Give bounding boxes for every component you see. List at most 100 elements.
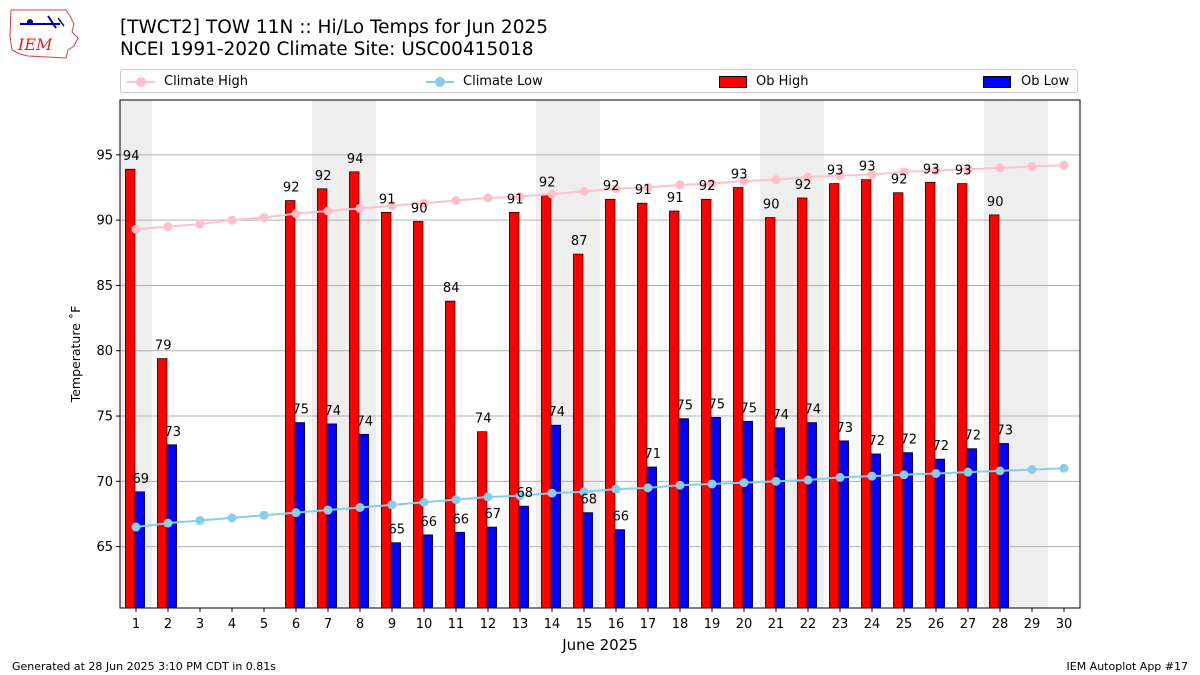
ob-high-bar-label: 92 (315, 169, 332, 184)
climate-high-line (135, 164, 1065, 231)
ob-low-bar (806, 422, 817, 609)
x-tick-label: 5 (260, 617, 268, 632)
ob-high-bar (381, 211, 392, 609)
ob-low-bar-label: 66 (453, 512, 470, 527)
climate-high-point (867, 169, 877, 179)
x-tick-label: 2 (164, 617, 172, 632)
climate-low-point (451, 495, 461, 505)
ob-low-bar-label: 68 (517, 486, 534, 501)
climate-high-point (611, 184, 621, 194)
climate-low-point (899, 470, 909, 480)
climate-high-point (195, 219, 205, 229)
ob-high-swatch (719, 76, 747, 88)
ob-high-bar (733, 187, 744, 609)
ob-high-bar (541, 194, 552, 609)
ob-high-bar (861, 179, 872, 609)
ob-low-bar-label: 72 (869, 434, 886, 449)
climate-low-point (643, 483, 653, 493)
ob-low-bar (358, 433, 369, 609)
plot-frame (119, 99, 1081, 609)
ob-high-bar-label: 84 (443, 281, 460, 296)
climate-low-point (675, 480, 685, 490)
ob-low-bar (550, 424, 561, 609)
legend-label-climate-high: Climate High (164, 74, 249, 89)
ob-low-bar-label: 72 (901, 433, 918, 448)
ob-high-bar-label: 74 (475, 412, 492, 427)
x-tick-label: 6 (292, 617, 300, 632)
climate-low-line (135, 467, 1065, 529)
ob-high-bar-label: 92 (891, 173, 908, 188)
climate-low-point (739, 478, 749, 488)
climate-high-point (995, 163, 1005, 173)
x-tick-label: 18 (672, 617, 689, 632)
climate-high-point (547, 189, 557, 199)
ob-low-bar (134, 491, 145, 609)
legend-label-ob-high: Ob High (756, 74, 809, 89)
footer-generated: Generated at 28 Jun 2025 3:10 PM CDT in … (12, 660, 277, 673)
ob-low-swatch (983, 76, 1011, 88)
ob-high-bar (637, 202, 648, 609)
ob-low-bar-label: 75 (709, 397, 726, 412)
ob-high-bar (125, 168, 136, 609)
climate-low-point (387, 500, 397, 510)
x-tick-label: 4 (228, 617, 236, 632)
climate-low-point (131, 522, 141, 532)
climate-low-point (483, 492, 493, 502)
ob-high-bar (829, 183, 840, 609)
climate-high-point (931, 166, 941, 176)
climate-low-point (419, 497, 429, 507)
x-tick-label: 11 (448, 617, 465, 632)
ob-high-bar (957, 183, 968, 609)
ob-low-bar (614, 529, 625, 609)
ob-high-bar (925, 181, 936, 609)
ob-low-bar (838, 440, 849, 609)
x-tick-label: 24 (864, 617, 881, 632)
ob-high-bar-label: 92 (539, 175, 556, 190)
y-tick-label: 90 (96, 214, 113, 229)
climate-low-point (1027, 465, 1037, 475)
climate-high-point (707, 179, 717, 189)
chart-subtitle: NCEI 1991-2020 Climate Site: USC00415018 (120, 39, 534, 60)
ob-low-bar-label: 73 (837, 421, 854, 436)
weekend-shade (1016, 100, 1048, 608)
y-tick-label: 70 (96, 475, 113, 490)
x-tick-label: 12 (480, 617, 497, 632)
climate-high-point (835, 171, 845, 181)
climate-high-point (291, 209, 301, 219)
climate-high-point (643, 182, 653, 192)
ob-high-bar-label: 92 (603, 179, 620, 194)
climate-high-point (131, 224, 141, 234)
x-tick-label: 22 (800, 617, 817, 632)
ob-high-bar-label: 94 (347, 152, 364, 167)
x-tick-label: 21 (768, 617, 785, 632)
ob-high-bar-label: 91 (635, 183, 652, 198)
climate-low-point (259, 510, 269, 520)
climate-low-point (163, 518, 173, 528)
climate-high-point (1059, 160, 1069, 170)
climate-high-point (387, 201, 397, 211)
climate-low-point (931, 468, 941, 478)
footer-app: IEM Autoplot App #17 (1066, 660, 1189, 673)
ob-low-bar (486, 526, 497, 609)
ob-low-bar-label: 71 (645, 447, 662, 462)
climate-low-point (227, 513, 237, 523)
ob-low-bar-label: 65 (389, 523, 406, 538)
ob-low-bar-label: 73 (165, 425, 182, 440)
ob-high-bar-label: 93 (955, 164, 972, 179)
ob-high-bar-label: 92 (283, 181, 300, 196)
x-tick-label: 10 (416, 617, 433, 632)
climate-high-point (515, 192, 525, 202)
chart-title: [TWCT2] TOW 11N :: Hi/Lo Temps for Jun 2… (120, 17, 549, 38)
ob-low-bar (934, 458, 945, 609)
x-tick-label: 27 (960, 617, 977, 632)
legend-label-climate-low: Climate Low (463, 74, 543, 89)
ob-high-bar-label: 93 (859, 160, 876, 175)
ob-high-bar-label: 90 (987, 195, 1004, 210)
x-axis-label: June 2025 (561, 636, 638, 654)
ob-low-bar (710, 416, 721, 609)
climate-low-point (547, 488, 557, 498)
climate-high-point (579, 186, 589, 196)
ob-high-bar-label: 94 (123, 149, 140, 164)
climate-low-point (963, 467, 973, 477)
y-axis-label: Temperature ˚F (68, 306, 83, 404)
